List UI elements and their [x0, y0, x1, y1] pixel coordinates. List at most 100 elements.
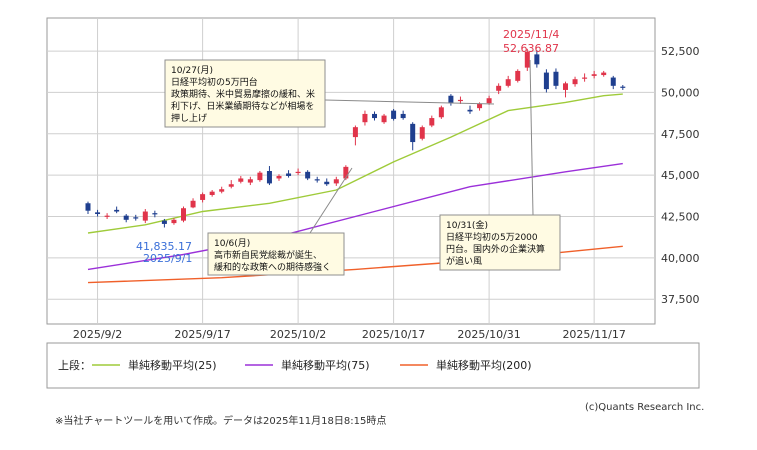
candle [286, 170, 292, 178]
candle-body [161, 220, 167, 224]
candle-body [582, 77, 588, 79]
candle [200, 192, 206, 203]
box3-line-2: 日経平均初の5万2000 [446, 231, 538, 243]
legend-label-ma75: 単純移動平均(75) [281, 358, 370, 372]
x-tick-label: 2025/11/17 [562, 328, 625, 341]
annotation-box-1006: 10/6(月) 高市新自民党総裁が誕生、 緩和的な政策への期待感強く [207, 232, 345, 276]
candle [572, 76, 578, 87]
candle [610, 75, 616, 90]
peak-value-label: 52,636.87 [503, 42, 559, 55]
x-tick-label: 2025/10/2 [270, 328, 326, 341]
candle-body [438, 107, 444, 118]
candle [381, 113, 387, 124]
plot-frame [46, 17, 656, 325]
candle [305, 170, 311, 181]
candle [496, 83, 502, 95]
box2-line-1: 10/6(月) [214, 238, 250, 249]
y-axis-ticks: 37,500 40,000 42,500 45,000 47,500 50,000 52,5… [661, 45, 700, 306]
callout-line-box1 [324, 99, 495, 105]
candle [486, 95, 492, 105]
candle-body [305, 171, 311, 179]
candle [419, 125, 425, 141]
candle [400, 110, 406, 120]
candle [95, 209, 101, 217]
candle-body [181, 208, 186, 221]
candle-body [381, 115, 387, 123]
candle [276, 174, 282, 181]
candle-body [190, 200, 196, 208]
candle [438, 105, 444, 119]
candle [266, 166, 272, 186]
box3-line-3: 円台。国内外の企業決算 [446, 243, 545, 255]
annotation-box-1027: 10/27(月) 日経平均初の5万円台 政策期待、米中貿易摩擦の緩和、米 利下げ… [164, 59, 326, 128]
grid [46, 17, 656, 325]
candle-body [247, 179, 253, 183]
candle-body [123, 215, 129, 220]
candle-body [391, 110, 397, 119]
y-tick-label: 47,500 [661, 128, 700, 141]
candle [515, 69, 521, 83]
candle [104, 213, 110, 219]
candle [190, 198, 196, 209]
y-tick-label: 40,000 [661, 252, 700, 265]
candle [133, 214, 139, 221]
annotation-box-1031: 10/31(金) 日経平均初の5万2000 円台。国内外の企業決算 が追い風 [439, 214, 561, 271]
ma-line-1 [87, 162, 623, 271]
footer-note: ※当社チャートツールを用いて作成。データは2025年11月18日8:15時点 [55, 416, 387, 427]
candle-body [333, 179, 339, 184]
candle-body [601, 72, 607, 76]
candle-body [610, 77, 616, 86]
candle-body [200, 194, 206, 200]
trough-date-label: 2025/9/1 [143, 252, 192, 265]
candle-body [591, 74, 597, 76]
legend-label-ma200: 単純移動平均(200) [436, 358, 532, 372]
candle-body [400, 113, 406, 119]
candle [553, 68, 559, 90]
candle [123, 214, 129, 223]
candle [467, 105, 473, 114]
candle-body [266, 171, 272, 184]
candle [362, 110, 368, 126]
callout-lines [309, 59, 534, 234]
box1-line-4: 利下げ、日米業績期待などが相場を [171, 100, 314, 112]
candle-body [505, 79, 511, 86]
candle [142, 209, 148, 224]
peak-date-label: 2025/11/4 [503, 28, 559, 41]
candle-body [352, 127, 358, 138]
candle [181, 206, 186, 223]
box1-line-5: 押し上げ [171, 112, 207, 124]
y-tick-label: 37,500 [661, 293, 700, 306]
candle [333, 176, 339, 186]
candle-body [372, 113, 377, 119]
candle [295, 168, 301, 176]
candle-body [534, 54, 540, 65]
legend-label-ma25: 単純移動平均(25) [128, 358, 217, 372]
y-tick-label: 50,000 [661, 86, 700, 99]
candle-body [295, 171, 301, 174]
candle-body [276, 175, 282, 179]
candle-body [563, 83, 568, 90]
candle-body [362, 113, 368, 123]
candle [543, 69, 549, 93]
callout-line-box2 [309, 167, 353, 234]
candle-body [524, 51, 530, 68]
candle [247, 176, 253, 186]
candle [448, 94, 454, 106]
candle-body [515, 70, 521, 81]
candle-body [477, 104, 483, 109]
candle [620, 84, 626, 90]
candle-body [142, 211, 148, 221]
candles [85, 48, 626, 228]
candle-body [457, 99, 463, 102]
candle-body [467, 109, 473, 112]
x-tick-label: 2025/9/2 [73, 328, 122, 341]
candle-body [171, 219, 177, 224]
candle-body [114, 209, 120, 212]
candle [352, 125, 358, 146]
candle [505, 75, 511, 88]
candle [524, 48, 530, 71]
candle-body [104, 215, 110, 217]
candle-body [620, 86, 626, 88]
candle-body [343, 166, 349, 179]
